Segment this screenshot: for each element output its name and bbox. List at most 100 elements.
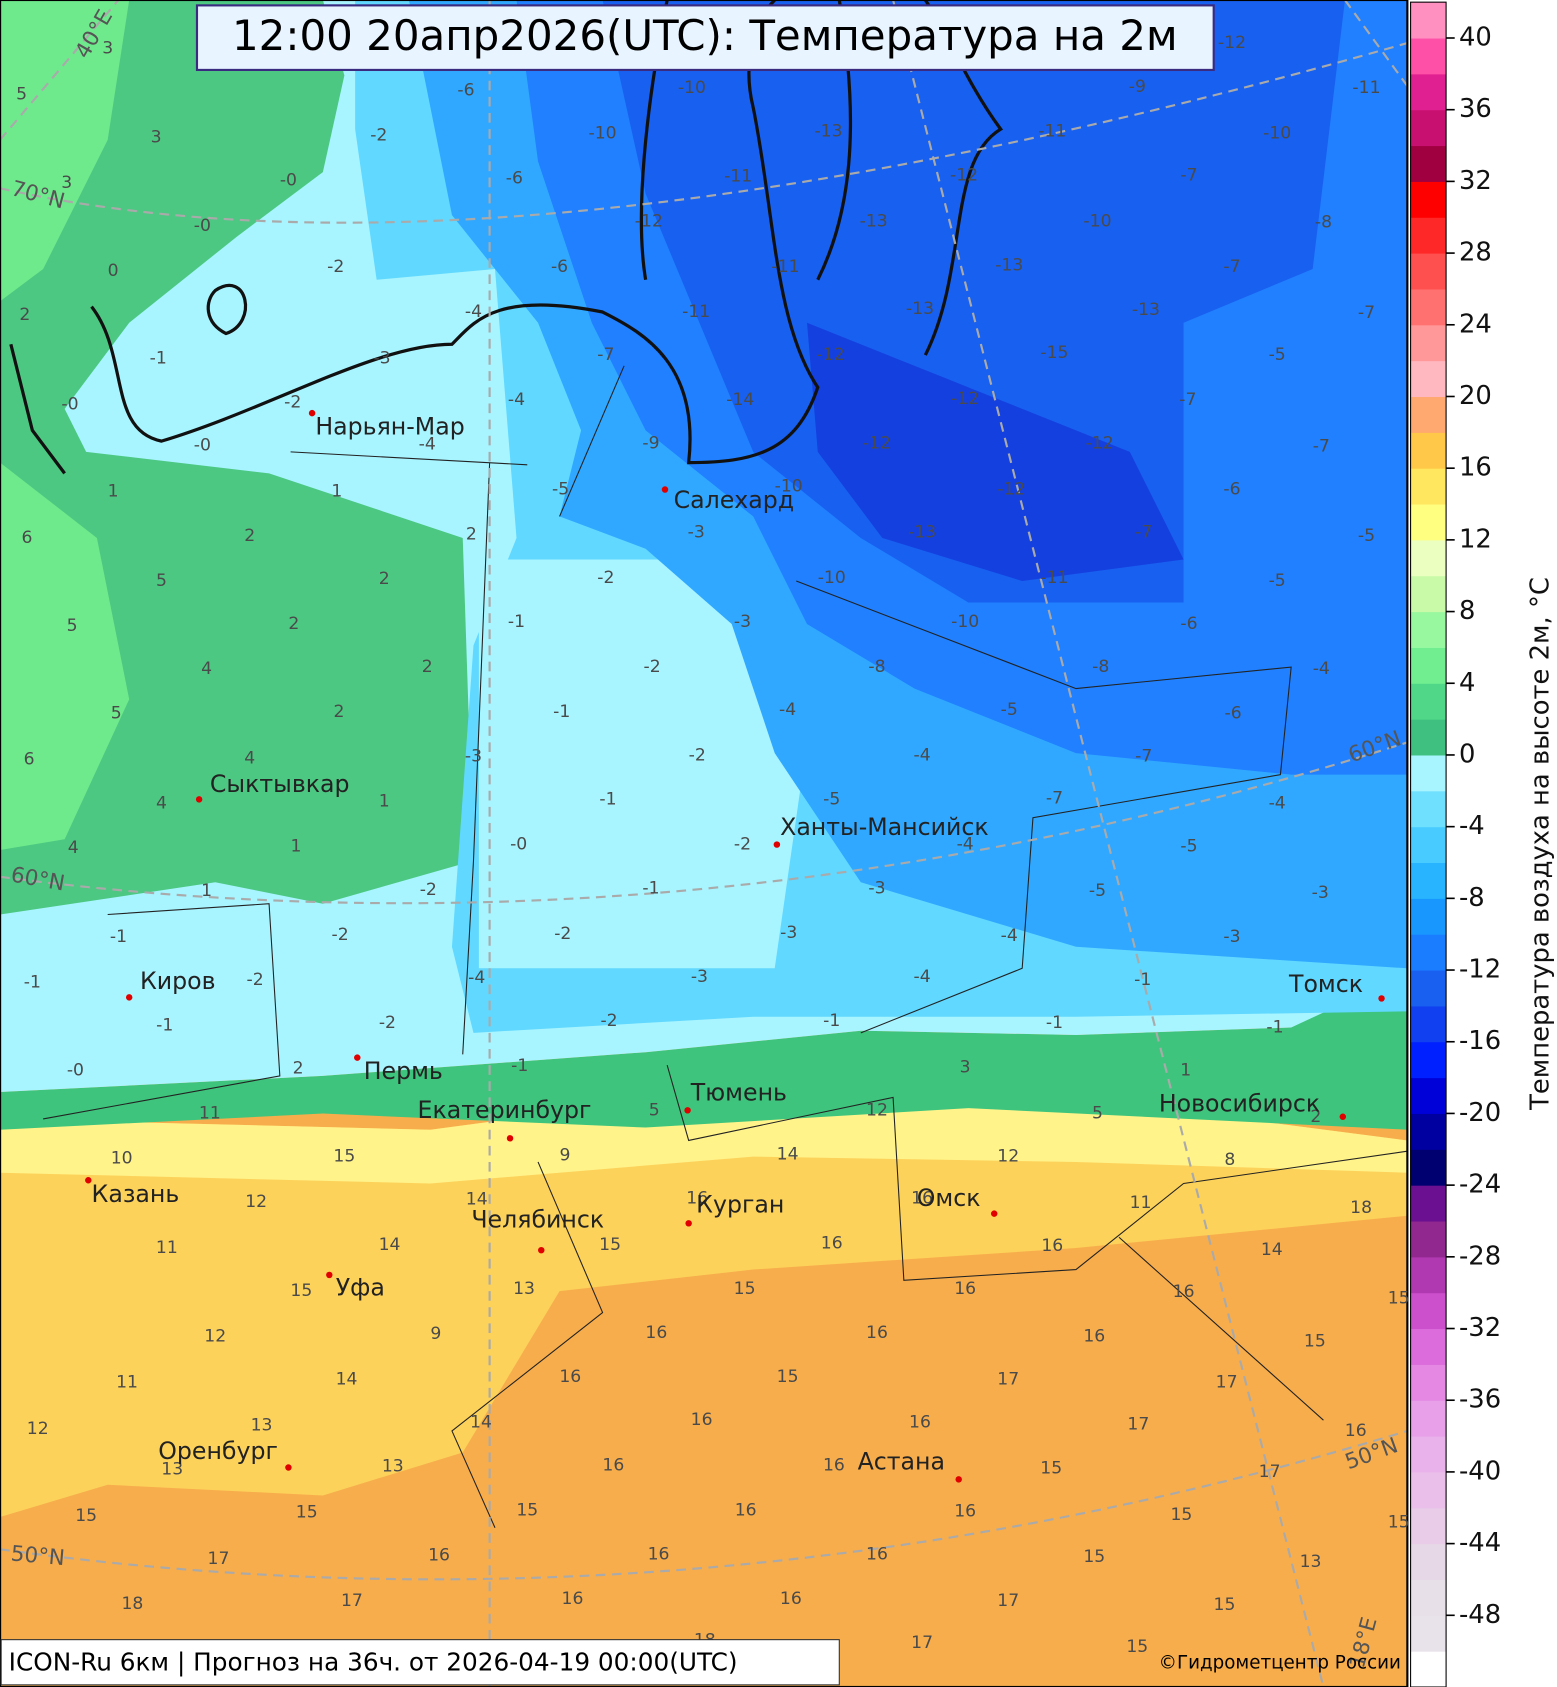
temperature-label: -0 [194, 435, 211, 455]
temperature-label: -6 [457, 80, 474, 100]
temperature-label: 13 [1300, 1552, 1322, 1572]
temperature-label: 17 [911, 1633, 933, 1653]
city-label: Киров [140, 967, 216, 995]
temperature-label: -4 [419, 434, 436, 454]
temperature-label: -4 [914, 967, 931, 987]
region-borders [43, 365, 1408, 1528]
colorbar-segment [1410, 1220, 1447, 1258]
temperature-label: -3 [688, 523, 705, 543]
temperature-label: 17 [1216, 1373, 1238, 1393]
temperature-label: -5 [1269, 571, 1286, 591]
temperature-label: -2 [689, 745, 706, 765]
temperature-label: 4 [201, 659, 212, 679]
temperature-label: 1 [201, 881, 212, 901]
colorbar-segment [1410, 1005, 1447, 1043]
temperature-label: 2 [422, 657, 433, 677]
temperature-label: -15 [1040, 343, 1068, 363]
colorbar-tick-label: 8 [1459, 596, 1475, 626]
temperature-label: -5 [1358, 526, 1375, 546]
temperature-label: -11 [771, 257, 799, 277]
temperature-label: -13 [1132, 300, 1160, 320]
temperature-label: 16 [686, 1189, 708, 1209]
map-frame [0, 0, 1409, 1687]
title-box [195, 4, 1215, 72]
temperature-label: -11 [1352, 78, 1380, 98]
colorbar-tick-label: 32 [1459, 166, 1492, 196]
temperature-label: 2 [379, 569, 390, 589]
colorbar-label: Температура воздуха на высоте 2м, °C [1525, 577, 1555, 1111]
temperature-label: -7 [1135, 523, 1152, 543]
temperature-label: 12 [245, 1192, 267, 1212]
colorbar-segment [1410, 217, 1447, 254]
city-label: Омск [917, 1184, 981, 1212]
colorbar-segment [1410, 288, 1447, 326]
colorbar-segment [1410, 109, 1447, 147]
temperature-label: -2 [331, 925, 348, 945]
temperature-label: 18 [121, 1594, 143, 1614]
colorbar-tick-label: -4 [1459, 811, 1485, 841]
colorbar-segment [1410, 898, 1447, 935]
temperature-label: 13 [382, 1456, 404, 1476]
temperature-label: -3 [1312, 883, 1329, 903]
colorbar-tick-label: 40 [1459, 22, 1492, 52]
temperature-label: 6 [24, 750, 35, 770]
city-label: Пермь [364, 1057, 443, 1085]
city-label: Казань [92, 1180, 180, 1208]
temperature-label: -5 [552, 480, 569, 500]
temperature-label: 17 [1127, 1414, 1149, 1434]
temperature-label: 1 [108, 482, 119, 502]
temperature-label: -2 [600, 1011, 617, 1031]
temperature-label: -12 [817, 345, 845, 365]
temperature-label: -7 [1179, 390, 1196, 410]
colorbar-tick-label: -44 [1459, 1528, 1501, 1558]
temperature-label: 1 [331, 482, 342, 502]
temperature-label: -4 [1269, 794, 1286, 814]
temperature-label: 2 [293, 1058, 304, 1078]
temperature-label: -6 [506, 169, 523, 189]
temperature-label: -10 [1083, 212, 1111, 232]
temperature-label: -1 [823, 1011, 840, 1031]
colorbar-segment [1410, 970, 1447, 1007]
colorbar-segment [1410, 360, 1447, 398]
colorbar-segment [1410, 396, 1447, 433]
temperature-label: 2 [19, 305, 30, 325]
temperature-label: 14 [379, 1235, 401, 1255]
temperature-label: 5 [156, 571, 167, 591]
colorbar-segment [1410, 504, 1447, 541]
temperature-label: 16 [1173, 1282, 1195, 1302]
temperature-label: -4 [468, 968, 485, 988]
temperature-label: -12 [997, 480, 1025, 500]
temperature-label: 5 [1092, 1104, 1103, 1124]
city-label: Астана [858, 1448, 945, 1476]
temperature-label: 17 [1259, 1462, 1281, 1482]
temperature-label: 3 [151, 128, 162, 148]
temperature-label: -14 [726, 390, 754, 410]
city-dot [955, 1476, 962, 1483]
temperature-label: -5 [1001, 700, 1018, 720]
temperature-label: 13 [513, 1279, 535, 1299]
colorbar-tick-label: -12 [1459, 955, 1501, 985]
temperature-label: 11 [116, 1373, 138, 1393]
temperature-label: 14 [777, 1144, 799, 1164]
colorbar-segment [1410, 539, 1447, 577]
temperature-label: 15 [1040, 1459, 1062, 1479]
temperature-label: 12 [866, 1100, 888, 1120]
colorbar-tick-label: -16 [1459, 1026, 1501, 1056]
city-dot [506, 1135, 514, 1142]
temperature-label: -1 [1266, 1017, 1283, 1037]
temperature-label: 4 [244, 749, 255, 769]
temperature-label: -7 [1313, 436, 1330, 456]
temperature-label: 16 [780, 1589, 802, 1609]
temperature-label: -12 [1218, 33, 1246, 53]
temperature-label: 0 [108, 261, 119, 281]
colorbar-segment [1410, 1471, 1447, 1509]
city-label: Екатеринбург [418, 1096, 592, 1124]
temperature-label: 6 [22, 528, 33, 548]
temperature-label: 9 [559, 1146, 570, 1166]
colorbar-segment [1410, 1364, 1447, 1401]
temperature-label: 16 [559, 1367, 581, 1387]
temperature-label: -10 [589, 123, 617, 143]
temperature-label: -5 [1089, 881, 1106, 901]
temperature-label: 2 [466, 525, 477, 545]
